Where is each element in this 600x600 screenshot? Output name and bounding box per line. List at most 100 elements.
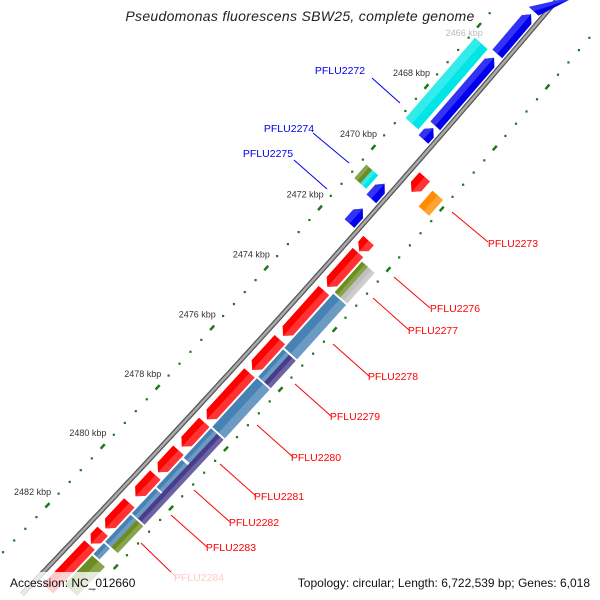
label-connector — [219, 463, 257, 497]
gene-feature[interactable] — [157, 445, 184, 473]
gene-label-pflu2273[interactable]: PFLU2273 — [488, 238, 538, 250]
feature-body[interactable] — [528, 0, 569, 16]
ruler-major-tick — [112, 563, 119, 570]
gene-label-pflu2277[interactable]: PFLU2277 — [408, 325, 458, 337]
gene-feature[interactable] — [135, 470, 161, 497]
ruler-minor-tick — [488, 12, 491, 15]
gene-feature[interactable] — [358, 235, 374, 252]
ruler-minor-tick — [167, 374, 170, 377]
ruler-minor-tick — [90, 457, 93, 460]
feature-highlight — [411, 176, 430, 192]
feature-highlight — [343, 269, 375, 304]
ruler-minor-tick — [535, 98, 539, 101]
gene-feature[interactable] — [284, 293, 346, 360]
ruler-minor-tick — [361, 158, 364, 161]
gene-feature[interactable] — [251, 335, 285, 370]
gene-feature[interactable] — [366, 183, 385, 204]
gene-feature[interactable] — [183, 428, 217, 464]
feature-highlight — [344, 208, 363, 224]
ruler-minor-tick — [13, 539, 16, 542]
gene-feature[interactable] — [354, 164, 373, 184]
gene-feature[interactable] — [111, 520, 144, 553]
gene-feature[interactable] — [156, 459, 188, 493]
ruler-minor-tick — [68, 480, 71, 484]
gene-feature[interactable] — [105, 514, 137, 547]
label-connector — [170, 514, 208, 548]
feature-highlight — [337, 264, 368, 298]
gene-feature[interactable] — [405, 37, 488, 130]
ruler-minor-tick — [148, 530, 151, 533]
gene-feature[interactable] — [105, 498, 135, 529]
ruler-minor-tick — [514, 122, 518, 125]
feature-highlight — [108, 517, 137, 547]
label-connector — [451, 211, 489, 243]
gene-label-pflu2274[interactable]: PFLU2274 — [264, 123, 314, 135]
gene-feature[interactable] — [206, 368, 255, 420]
gene-feature[interactable] — [264, 354, 296, 389]
gene-feature[interactable] — [181, 417, 210, 447]
feature-highlight — [181, 422, 210, 447]
gene-label-pflu2279[interactable]: PFLU2279 — [330, 411, 380, 423]
ruler-minor-tick — [123, 421, 126, 425]
ruler-minor-tick — [232, 302, 236, 306]
gene-feature[interactable] — [137, 433, 224, 525]
gene-feature[interactable] — [418, 128, 434, 144]
ruler-label: 2482 kbp — [14, 487, 51, 497]
ruler-label: 2470 kbp — [340, 129, 377, 139]
ruler-minor-tick — [268, 400, 271, 403]
ruler-minor-tick — [57, 492, 60, 495]
label-connector — [312, 132, 350, 164]
gene-label-pflu2278[interactable]: PFLU2278 — [368, 371, 418, 383]
gene-label-pflu2272[interactable]: PFLU2272 — [315, 65, 365, 77]
ruler-minor-tick — [308, 218, 311, 222]
ruler-minor-tick — [134, 410, 137, 413]
gene-feature[interactable] — [90, 526, 108, 544]
feature-highlight — [366, 183, 385, 199]
gene-feature[interactable] — [93, 543, 110, 560]
gene-feature[interactable] — [344, 208, 363, 228]
gene-label-pflu2276[interactable]: PFLU2276 — [430, 303, 480, 315]
ruler-major-tick — [476, 22, 482, 29]
gene-feature[interactable] — [360, 170, 379, 189]
ruler-minor-tick — [159, 518, 162, 522]
feature-highlight — [405, 37, 482, 124]
gene-label-pflu2281[interactable]: PFLU2281 — [254, 491, 304, 503]
gene-feature[interactable] — [282, 285, 330, 336]
map-title: Pseudomonas fluorescens SBW25, complete … — [125, 8, 475, 24]
gene-feature[interactable] — [326, 247, 364, 287]
ruler-label: 2466 kbp — [446, 28, 483, 38]
gene-feature[interactable] — [410, 172, 430, 192]
labels: 2466 kbp 2468 kbp 2470 kbp 2472 kbp 2474 kbp… — [14, 28, 538, 584]
ruler-minor-tick — [203, 471, 206, 474]
gene-feature[interactable] — [212, 378, 270, 439]
gene-label-pflu2280[interactable]: PFLU2280 — [291, 452, 341, 464]
ruler-label: 2480 kbp — [69, 428, 106, 438]
gene-feature[interactable] — [492, 14, 532, 59]
ruler-major-tick — [263, 264, 270, 272]
ruler-minor-tick — [408, 244, 411, 247]
ruler-minor-tick — [178, 362, 181, 365]
gene-feature[interactable] — [131, 488, 162, 519]
gene-label-pflu2283[interactable]: PFLU2283 — [206, 542, 256, 554]
gene-feature[interactable] — [430, 57, 495, 131]
ruler-major-tick — [331, 326, 338, 333]
ruler-minor-tick — [125, 554, 129, 557]
gene-feature[interactable] — [340, 266, 375, 304]
gene-feature[interactable] — [334, 261, 368, 298]
gene-label-pflu2282[interactable]: PFLU2282 — [229, 517, 279, 529]
gene-feature[interactable] — [528, 0, 569, 16]
ruler-minor-tick — [79, 469, 82, 472]
feature-highlight — [327, 252, 364, 287]
ruler-minor-tick — [192, 483, 195, 486]
ruler-minor-tick — [462, 183, 465, 186]
ruler-minor-tick — [577, 49, 581, 52]
ruler-minor-tick — [200, 338, 203, 341]
ruler-minor-tick — [112, 433, 115, 436]
ruler-minor-tick — [567, 61, 570, 64]
label-connector — [371, 77, 401, 104]
backbone-shadow — [20, 0, 559, 597]
gene-feature[interactable] — [418, 190, 443, 216]
gene-label-pflu2275[interactable]: PFLU2275 — [243, 148, 293, 160]
gene-feature[interactable] — [258, 349, 289, 383]
feature-highlight — [96, 545, 110, 560]
